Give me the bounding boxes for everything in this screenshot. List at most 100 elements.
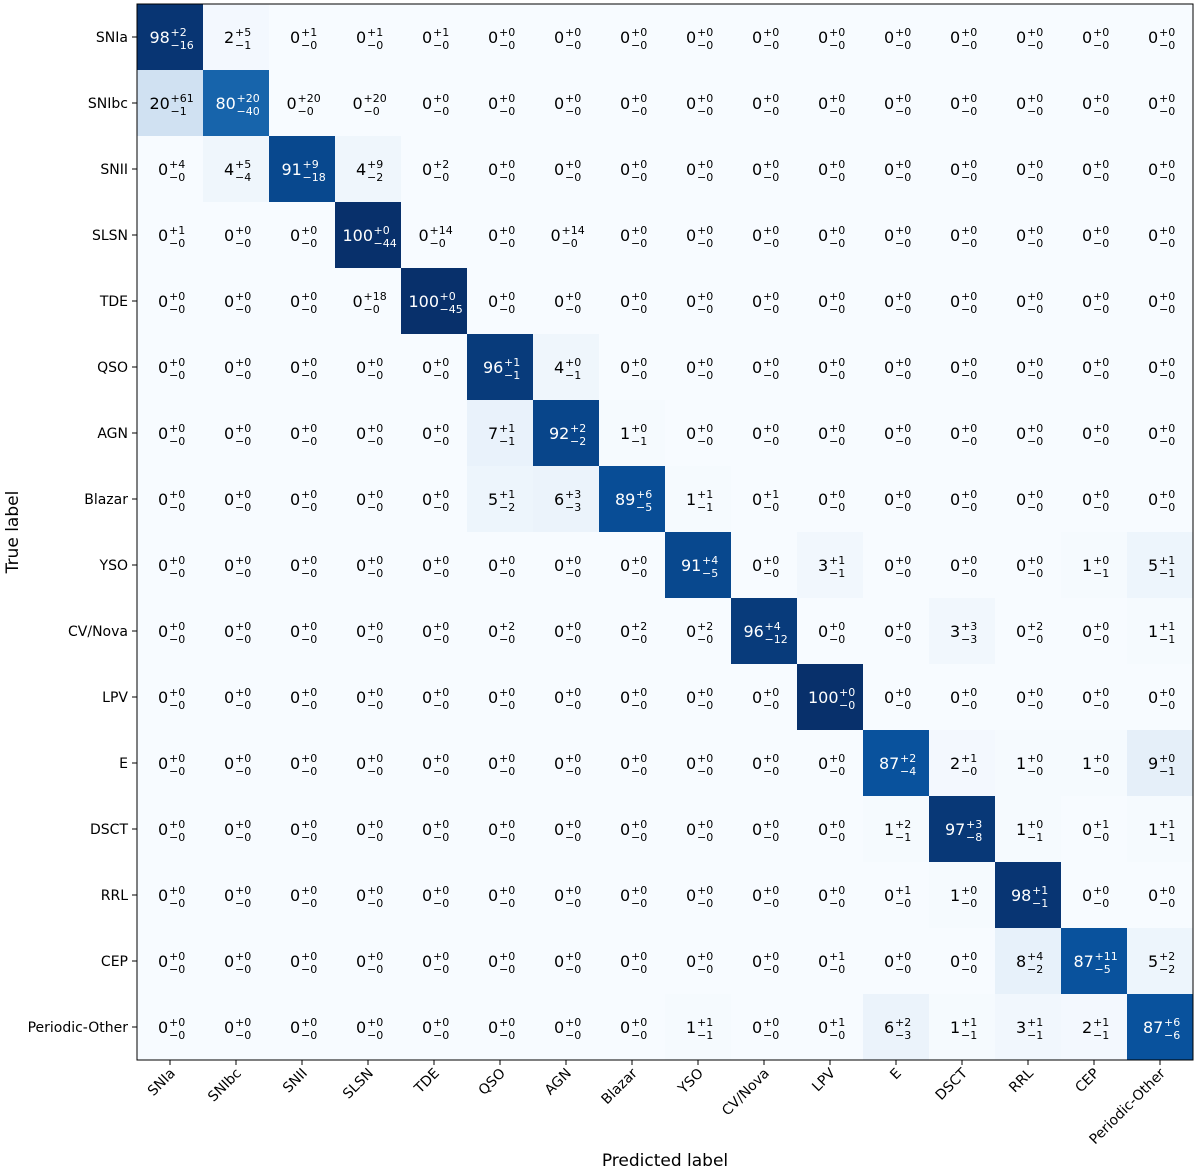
cell-value: 0 <box>356 622 366 641</box>
cell-lower-error: −0 <box>961 567 977 580</box>
x-tick-label-e: E <box>887 1066 905 1084</box>
cell-value: 1 <box>620 424 630 443</box>
matrix-cell-agn-blazar <box>599 400 666 467</box>
matrix-cell-blazar-cv-nova <box>731 466 798 533</box>
cell-value: 0 <box>1016 490 1026 509</box>
matrix-cell-e-slsn <box>335 730 402 797</box>
cell-value: 0 <box>356 556 366 575</box>
cell-upper-error: +1 <box>1027 1016 1043 1029</box>
x-tick-label-blazar: Blazar <box>599 1065 641 1107</box>
cell-value: 0 <box>686 94 696 113</box>
matrix-cell-qso-snibc <box>203 334 270 401</box>
matrix-cell-agn-dsct <box>929 400 996 467</box>
cell-lower-error: −1 <box>1093 567 1109 580</box>
cell-upper-error: +20 <box>298 92 321 105</box>
cell-lower-error: −0 <box>169 1029 185 1042</box>
cell-value: 0 <box>1082 94 1092 113</box>
cell-upper-error: +0 <box>499 158 515 171</box>
matrix-cell-lpv-cv-nova <box>731 664 798 731</box>
cell-upper-error: +0 <box>697 290 713 303</box>
cell-upper-error: +0 <box>235 884 251 897</box>
cell-upper-error: +0 <box>961 554 977 567</box>
x-tick-label-snia: SNIa <box>145 1066 179 1100</box>
cell-lower-error: −0 <box>631 303 647 316</box>
cell-lower-error: −0 <box>1027 303 1043 316</box>
cell-value: 0 <box>158 424 168 443</box>
matrix-cell-snia-tde <box>401 4 468 71</box>
cell-value: 0 <box>488 160 498 179</box>
cell-value: 0 <box>356 952 366 971</box>
matrix-cell-snia-blazar <box>599 4 666 71</box>
cell-lower-error: −0 <box>562 237 578 250</box>
cell-upper-error: +0 <box>829 224 845 237</box>
cell-lower-error: −0 <box>631 171 647 184</box>
cell-value: 1 <box>1148 622 1158 641</box>
matrix-cell-yso-qso <box>467 532 534 599</box>
cell-upper-error: +0 <box>697 356 713 369</box>
cell-upper-error: +0 <box>1093 884 1109 897</box>
cell-value: 96 <box>483 358 503 377</box>
cell-upper-error: +0 <box>1093 224 1109 237</box>
cell-lower-error: −0 <box>235 897 251 910</box>
cell-upper-error: +0 <box>565 884 581 897</box>
matrix-cell-slsn-blazar <box>599 202 666 269</box>
cell-lower-error: −0 <box>499 897 515 910</box>
cell-lower-error: −0 <box>433 105 449 118</box>
cell-lower-error: −0 <box>169 171 185 184</box>
cell-lower-error: −0 <box>631 39 647 52</box>
matrix-cell-tde-cep <box>1061 268 1128 335</box>
cell-value: 0 <box>554 688 564 707</box>
cell-value: 0 <box>422 1018 432 1037</box>
matrix-cell-periodic-other-cv-nova <box>731 994 798 1061</box>
cell-value: 0 <box>356 28 366 47</box>
cell-upper-error: +0 <box>499 1016 515 1029</box>
cell-upper-error: +0 <box>1027 224 1043 237</box>
cell-lower-error: −5 <box>636 501 652 514</box>
cell-upper-error: +0 <box>367 884 383 897</box>
cell-upper-error: +2 <box>171 26 187 39</box>
cell-value: 6 <box>884 1018 894 1037</box>
matrix-cell-e-tde <box>401 730 468 797</box>
cell-upper-error: +6 <box>1164 1016 1180 1029</box>
cell-upper-error: +0 <box>235 686 251 699</box>
matrix-cell-slsn-qso <box>467 202 534 269</box>
cell-upper-error: +1 <box>763 488 779 501</box>
cell-upper-error: +0 <box>433 356 449 369</box>
cell-upper-error: +0 <box>499 224 515 237</box>
matrix-cell-snii-rrl <box>995 136 1062 203</box>
cell-lower-error: −0 <box>961 897 977 910</box>
cell-upper-error: +18 <box>364 290 387 303</box>
cell-value: 0 <box>488 754 498 773</box>
cell-upper-error: +0 <box>1027 158 1043 171</box>
cell-lower-error: −0 <box>697 105 713 118</box>
cell-upper-error: +0 <box>961 488 977 501</box>
matrix-cell-qso-snia <box>137 334 204 401</box>
cell-upper-error: +9 <box>367 158 383 171</box>
cell-lower-error: −0 <box>364 105 380 118</box>
cell-lower-error: −0 <box>565 963 581 976</box>
cell-upper-error: +61 <box>171 92 194 105</box>
cell-lower-error: −0 <box>499 1029 515 1042</box>
cell-upper-error: +3 <box>966 818 982 831</box>
cell-lower-error: −0 <box>169 699 185 712</box>
matrix-cell-snibc-slsn <box>335 70 402 137</box>
matrix-cell-snii-agn <box>533 136 600 203</box>
cell-value: 100 <box>808 688 839 707</box>
matrix-cell-blazar-agn <box>533 466 600 533</box>
cell-upper-error: +0 <box>235 422 251 435</box>
cell-value: 0 <box>884 424 894 443</box>
cell-lower-error: −45 <box>440 303 463 316</box>
cell-upper-error: +0 <box>763 752 779 765</box>
cell-lower-error: −0 <box>839 699 855 712</box>
cell-lower-error: −0 <box>433 633 449 646</box>
matrix-cells: 98 +2−16 2 +5−1 0 +1−0 0 +1−0 0 +1−0 0 +0−0 0 +0−0 0 +0… <box>137 4 1194 1061</box>
matrix-cell-slsn-cv-nova <box>731 202 798 269</box>
matrix-cell-snia-snii <box>269 4 336 71</box>
matrix-cell-tde-qso <box>467 268 534 335</box>
matrix-cell-yso-rrl <box>995 532 1062 599</box>
cell-value: 97 <box>945 820 965 839</box>
cell-lower-error: −0 <box>499 699 515 712</box>
matrix-cell-blazar-blazar <box>599 466 666 533</box>
cell-value: 0 <box>1082 424 1092 443</box>
matrix-cell-cv-nova-cv-nova <box>731 598 798 665</box>
